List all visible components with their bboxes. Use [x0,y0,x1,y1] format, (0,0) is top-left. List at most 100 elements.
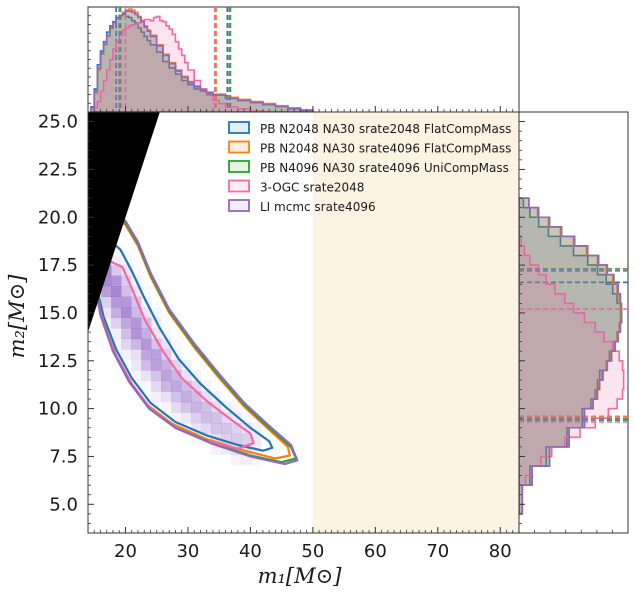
density-cell [111,317,122,329]
density-cell [121,265,132,276]
y-tick-label: 15.0 [38,303,78,324]
density-cell [191,370,202,382]
density-cell [191,380,202,392]
density-cell [161,328,172,340]
density-cell [151,338,162,350]
hist-m1-li-mcmc-srate4096 [90,10,314,112]
density-cell [171,391,182,403]
joint-panel: 20 30 40 50 60 70 80 5.0 7.5 10.0 12.5 15.0 17.5 20.… [5,111,520,588]
joint-ticks [88,121,514,533]
density-cell [111,338,122,350]
density-cell [221,412,232,424]
density-cell [131,317,142,329]
density-cell [131,349,142,361]
density-cell [231,433,242,445]
excluded-region [88,112,160,333]
density-cell [201,422,212,434]
x-axis-label: m₁[M⊙] [258,564,343,588]
density-cell [151,349,162,361]
x-tick-label: 30 [176,541,199,562]
density-cell [151,380,162,392]
density-cell [151,370,162,382]
density-cell [131,328,142,340]
density-cell [181,391,192,403]
y-tick-label: 25.0 [38,112,78,133]
density-cell [181,380,192,392]
legend-swatch-3-ogc-srate2048 [228,179,250,193]
density-cell [181,412,192,424]
credible-contours [89,210,299,466]
density-cell [171,359,182,371]
y-tick-label: 22.5 [38,159,78,180]
density-cell [181,401,192,413]
density-cell [101,286,112,297]
density-cell [161,359,172,371]
density-cell [141,380,152,392]
density-cell [131,307,142,319]
y-tick-label: 20.0 [38,207,78,228]
density-cell [111,296,122,308]
x-tick-labels: 20 30 40 50 60 70 80 [114,541,512,562]
y-tick-label: 12.5 [38,351,78,372]
density-cell [101,296,112,308]
legend-label-li-mcmc-srate4096: LI mcmc srate4096 [260,200,376,214]
density-cell [231,454,242,466]
density-cell [151,307,162,319]
density-cell [111,254,122,266]
y-tick-labels: 5.0 7.5 10.0 12.5 15.0 17.5 20.0 22.5 25.0 [38,112,78,516]
density-cell [201,401,212,413]
density-cell [141,370,152,382]
x-tick-label: 20 [114,541,137,562]
density-cell [251,433,262,445]
density-cell [121,275,132,287]
density-cell [241,422,252,434]
density-cell [131,359,142,371]
density-cell [201,412,212,424]
density-cell [231,412,242,424]
density-cell [181,359,192,371]
density-cell [111,286,122,297]
legend-label-pb-n2048-na30-srate2048-flatcompmass: PB N2048 NA30 srate2048 FlatCompMass [260,122,511,136]
density-cell [181,370,192,382]
density-cell [191,422,202,434]
density-cell [111,328,122,340]
legend-swatch-pb-n2048-na30-srate4096-flatcompmass [228,140,250,154]
shaded-region [312,112,519,533]
legend-swatch-li-mcmc-srate4096 [228,199,250,212]
density-cell [141,286,152,297]
density-cell [121,328,132,340]
right-marginal-panel [518,111,629,534]
y-tick-label: 7.5 [49,446,78,467]
density-cell [151,359,162,371]
density-cell [161,401,172,413]
density-cell [161,380,172,392]
density-cell [101,307,112,319]
density-cell [241,433,252,445]
density-cell [171,380,182,392]
density-cell [241,454,252,466]
legend: PB N2048 NA30 srate2048 FlatCompMass PB N… [228,121,511,214]
density-cell [251,422,262,434]
x-tick-label: 50 [301,541,324,562]
contour-li-mcmc-srate4096 [89,210,299,466]
y-tick-label: 10.0 [38,399,78,420]
density-cell [191,433,202,445]
y-tick-label: 5.0 [49,494,78,515]
legend-swatch-pb-n2048-na30-srate2048-flatcompmass [228,121,250,134]
density-cell [211,422,222,434]
density-cell [191,401,202,413]
hist-m2-li-mcmc-srate4096 [519,197,623,515]
x-tick-label: 70 [426,541,449,562]
density-cell [151,328,162,340]
x-tick-label: 60 [364,541,387,562]
density-cell [141,359,152,371]
density-cell [171,412,182,424]
density-cell [121,338,132,350]
top-marginal-panel [87,6,520,113]
density-cell [161,370,172,382]
density-cell [241,412,252,424]
density-cell [121,349,132,361]
density-cell [121,286,132,297]
density-cell [201,391,212,403]
